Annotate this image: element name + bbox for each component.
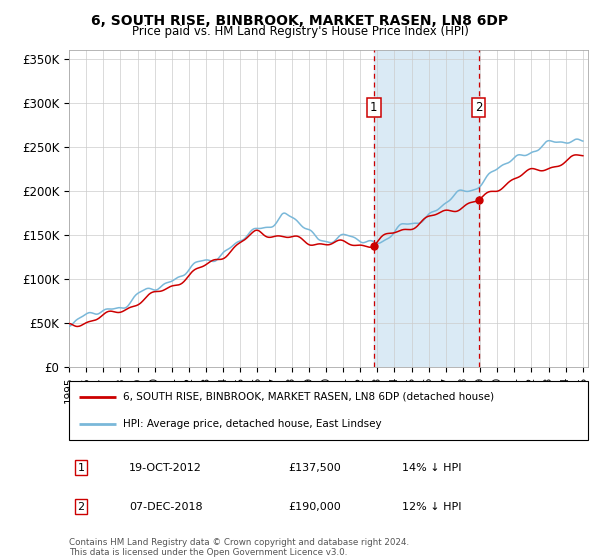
Text: £137,500: £137,500 — [288, 463, 341, 473]
Text: 6, SOUTH RISE, BINBROOK, MARKET RASEN, LN8 6DP (detached house): 6, SOUTH RISE, BINBROOK, MARKET RASEN, L… — [124, 391, 494, 402]
Text: 07-DEC-2018: 07-DEC-2018 — [129, 502, 203, 512]
Text: 6, SOUTH RISE, BINBROOK, MARKET RASEN, LN8 6DP: 6, SOUTH RISE, BINBROOK, MARKET RASEN, L… — [91, 14, 509, 28]
Text: 1: 1 — [370, 101, 377, 114]
Bar — [374, 50, 479, 367]
Text: 14% ↓ HPI: 14% ↓ HPI — [402, 463, 461, 473]
Text: 1: 1 — [77, 463, 85, 473]
Text: HPI: Average price, detached house, East Lindsey: HPI: Average price, detached house, East… — [124, 419, 382, 429]
FancyBboxPatch shape — [69, 381, 588, 440]
Text: 2: 2 — [77, 502, 85, 512]
Text: 2: 2 — [475, 101, 482, 114]
Text: 12% ↓ HPI: 12% ↓ HPI — [402, 502, 461, 512]
Text: Contains HM Land Registry data © Crown copyright and database right 2024.
This d: Contains HM Land Registry data © Crown c… — [69, 538, 409, 557]
Text: Price paid vs. HM Land Registry's House Price Index (HPI): Price paid vs. HM Land Registry's House … — [131, 25, 469, 38]
Text: £190,000: £190,000 — [288, 502, 341, 512]
Text: 19-OCT-2012: 19-OCT-2012 — [129, 463, 202, 473]
